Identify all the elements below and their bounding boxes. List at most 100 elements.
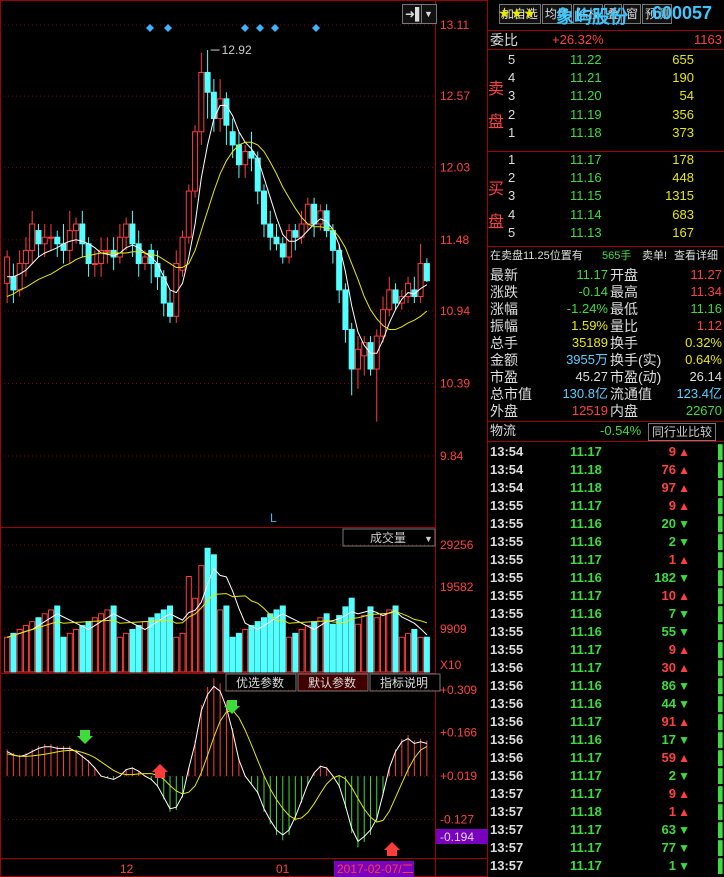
tick-price: 11.16 [570, 678, 602, 693]
volume-bar [210, 554, 217, 673]
tick-volume: 86 [661, 678, 676, 693]
volume-bar [60, 636, 67, 673]
volume-bar [185, 575, 192, 673]
down-arrow-icon: ▼ [678, 733, 690, 747]
tick-price: 11.17 [570, 750, 602, 765]
tick-extra: ▌ [718, 804, 724, 819]
tick-volume: 9 [668, 498, 676, 513]
volume-bar [135, 625, 142, 673]
volume-bar [254, 621, 261, 673]
macd-tab-preferred-label: 优选参数 [236, 675, 284, 690]
quote-value: 11.17 [576, 267, 608, 282]
tick-time: 13:55 [490, 606, 524, 621]
tick-extra: ▌ [718, 768, 724, 783]
stock-name: 象屿股份 [556, 7, 628, 27]
ask-price: 11.19 [570, 106, 602, 122]
candle-down [367, 342, 374, 370]
tick-volume: 7 [668, 606, 676, 621]
down-arrow-icon: ▼ [678, 859, 690, 873]
notice-detail-link[interactable]: 查看详细 [674, 250, 718, 262]
candle-up [185, 190, 192, 238]
tick-time: 13:55 [490, 552, 524, 567]
quote-value: 45.27 [575, 369, 608, 384]
volume-bar [66, 632, 73, 673]
candle-down [129, 223, 136, 245]
volume-unit-label: X10 [440, 658, 462, 672]
quote-label: 市盈(动) [610, 369, 662, 385]
compare-industry-button[interactable]: 同行业比较 [648, 423, 717, 441]
up-arrow-icon: ▲ [678, 445, 690, 459]
exright-button[interactable]: 除权 [572, 4, 603, 24]
volume-bar [98, 613, 105, 673]
toolbar-dropdown-icon[interactable]: ▼ [421, 4, 437, 24]
expand-icon[interactable]: ➜▌ [402, 4, 424, 24]
candle-up [116, 236, 123, 258]
candle-up [91, 263, 98, 266]
kline-chart[interactable]: 13.11 12.57 12.03 11.48 10.94 10.39 9.84 12.92 L… [0, 0, 488, 877]
tick-row: 13:56 11.17 59 ▲ ▌ [488, 749, 724, 767]
tick-volume: 2 [668, 768, 676, 783]
bid-volume: 683 [672, 206, 694, 222]
macd-tab-help [369, 673, 441, 692]
volume-bar [217, 609, 224, 673]
volume-bar [160, 609, 167, 673]
quote-value: 1.12 [696, 318, 722, 333]
tick-time: 13:54 [490, 444, 524, 459]
quote-row: 外盘 12519 内盘 22670 [488, 402, 724, 420]
volume-bar [129, 628, 136, 673]
ask-level: 4 [508, 70, 516, 86]
rating-stars-icon: ★★★ [498, 5, 536, 21]
tick-price: 11.17 [570, 552, 602, 567]
tick-row: 13:57 11.17 63 ▼ ▌ [488, 821, 724, 839]
window-button[interactable]: 窗 [622, 4, 641, 24]
quote-label: 换手 [610, 335, 638, 351]
ask-price: 11.22 [570, 52, 602, 67]
tick-extra: ▌ [718, 588, 724, 603]
volume-axis-label: 19582 [440, 580, 474, 594]
tick-time: 13:55 [490, 624, 524, 639]
tick-volume: 20 [661, 516, 676, 531]
bid-level: 1 [508, 152, 516, 167]
tick-time: 13:57 [490, 840, 524, 855]
quote-label: 外盘 [490, 403, 518, 419]
notice-text: 在卖盘11.25位置有 [490, 250, 583, 262]
tick-volume: 2 [668, 534, 676, 549]
volume-bar [304, 625, 311, 673]
buy-signal-arrow-icon [152, 764, 168, 778]
volume-ma10-line [6, 593, 428, 638]
candle-up [179, 236, 186, 271]
tick-time: 13:56 [490, 660, 524, 675]
tick-row: 13:57 11.18 1 ▲ ▌ [488, 803, 724, 821]
book-divider [488, 151, 724, 152]
up-arrow-icon: ▲ [678, 463, 690, 477]
date-axis-label: 01 [276, 862, 290, 876]
overlay-button[interactable]: 叠 [603, 4, 622, 24]
volume-bar [10, 632, 17, 673]
tick-time: 13:55 [490, 588, 524, 603]
tick-row: 13:56 11.17 2 ▼ ▌ [488, 767, 724, 785]
candle-up [98, 249, 105, 265]
ask-volume: 655 [672, 52, 694, 67]
tick-time: 13:56 [490, 714, 524, 729]
ma-button[interactable]: 均线 [541, 4, 572, 24]
buy-label-1: 买 [488, 181, 505, 198]
price-axis-label: 9.84 [440, 449, 464, 463]
price-axis-label: 13.11 [440, 18, 469, 32]
macd-axis-label: +0.309 [440, 683, 477, 697]
volume-bar [292, 632, 299, 673]
tick-time: 13:56 [490, 696, 524, 711]
volume-title-box [342, 528, 436, 547]
volume-bar [273, 609, 280, 673]
add-watchlist-button[interactable]: 加自选 [498, 4, 541, 24]
tick-extra: ▌ [718, 552, 724, 567]
macd-axis-label: -0.127 [440, 812, 474, 826]
quote-row: 总市值 130.8亿 流通值 123.4亿 [488, 385, 724, 403]
volume-bar [167, 605, 174, 673]
candle-up [123, 223, 130, 238]
candle-down [392, 289, 399, 304]
volume-axis-label: 29256 [440, 538, 474, 552]
forecast-button[interactable]: 预测 [641, 4, 672, 24]
tick-time: 13:57 [490, 858, 524, 873]
quote-value: 11.27 [690, 267, 722, 282]
ask-row: 4 11.21 190 [488, 69, 724, 87]
